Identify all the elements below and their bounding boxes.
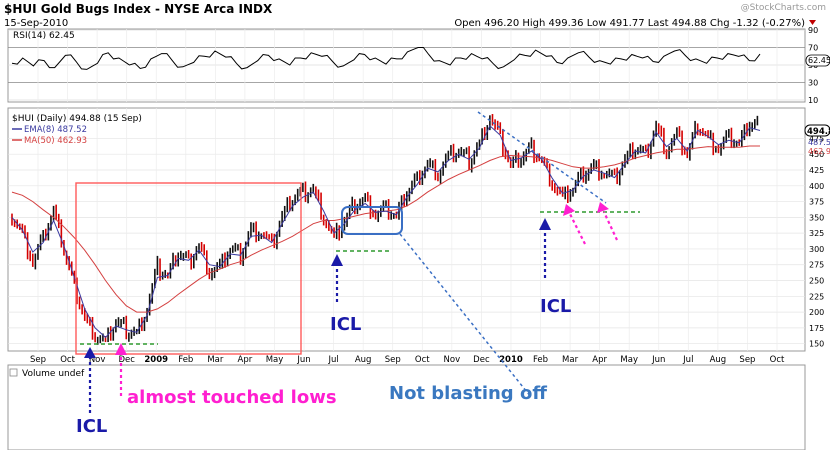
icl-arrow-2-head [331, 254, 343, 266]
x-axis: Sep Oct Nov Dec 2009 Feb Mar Apr May Jun Jul Aug Sep… [30, 355, 785, 365]
x-tick-label: Aug [355, 355, 372, 365]
rsi-grid [8, 29, 805, 102]
price-tick-label: 275 [809, 261, 824, 270]
x-tick-label: Mar [562, 355, 579, 365]
down-triangle-icon [809, 20, 816, 25]
price-tick-label: 350 [809, 213, 824, 222]
volume-panel [7, 364, 806, 450]
rsi-panel [7, 28, 806, 103]
price-tick-label: 425 [809, 166, 824, 175]
price-tick-label: 200 [809, 308, 824, 317]
icl-label-1: ICL [76, 416, 107, 437]
price-tick-label: 175 [809, 324, 824, 333]
x-tick-label: Feb [533, 355, 548, 365]
x-tick-label: Sep [739, 355, 755, 365]
price-tick-label: 375 [809, 198, 824, 207]
downtrend-line [477, 111, 607, 204]
x-tick-label: Oct [415, 355, 430, 365]
x-tick-label: Aug [710, 355, 727, 365]
rsi-tick-label: 70 [808, 44, 818, 53]
blue-note: Not blasting off [389, 383, 547, 404]
rsi-label: RSI(14) 62.45 [13, 31, 75, 41]
x-tick-label: 2010 [499, 355, 523, 365]
x-tick-label: Nov [89, 355, 106, 365]
pink-arrow-2-head [563, 204, 575, 216]
price-tick-label: 450 [809, 150, 824, 159]
x-tick-label: Apr [238, 355, 253, 365]
icl-label-3: ICL [540, 296, 571, 317]
ema-line [11, 124, 761, 339]
rsi-line [11, 47, 761, 70]
x-tick-label: Jun [651, 355, 665, 365]
pink-arrow-3-shaft [603, 211, 618, 241]
volume-collapse-icon[interactable] [9, 368, 18, 377]
rsi-tick-label: 30 [808, 79, 818, 88]
red-highlight-box [75, 182, 302, 355]
legend-ma: MA(50) 462.93 [24, 136, 87, 146]
x-tick-label: May [620, 355, 638, 365]
icl-label-2: ICL [330, 314, 361, 335]
price-grid [8, 108, 805, 351]
watermark: @StockCharts.com [741, 3, 826, 13]
volume-label: Volume undef [22, 369, 85, 379]
rsi-current-badge [805, 54, 830, 67]
pink-arrow-3-head [597, 202, 609, 213]
price-tick-label: 300 [809, 245, 824, 254]
price-tick-label: 250 [809, 277, 824, 286]
chart-date: 15-Sep-2010 [4, 18, 68, 29]
x-tick-label: Jul [682, 355, 693, 365]
callout-line [399, 233, 532, 398]
x-tick-label: Sep [30, 355, 46, 365]
x-tick-label: Sep [385, 355, 401, 365]
price-tick-label: 150 [809, 340, 824, 349]
x-tick-label: Dec [473, 355, 490, 365]
x-tick-label: Nov [444, 355, 461, 365]
x-tick-label: Jul [327, 355, 338, 365]
price-badge-value: 494.88 [807, 127, 830, 137]
legend-hui: $HUI (Daily) 494.88 (15 Sep) [12, 114, 142, 124]
rsi-tick-label: 10 [808, 96, 818, 105]
x-tick-label: Jun [296, 355, 310, 365]
price-badge [804, 124, 830, 137]
icl-arrow-3-head [539, 218, 551, 230]
x-tick-label: Oct [770, 355, 785, 365]
x-tick-label: Feb [178, 355, 193, 365]
consolidation-box [341, 206, 403, 235]
x-tick-label: May [266, 355, 284, 365]
x-tick-label: Mar [207, 355, 224, 365]
price-tick-label: 225 [809, 292, 824, 301]
x-tick-label: Dec [118, 355, 135, 365]
ema-badge-value: 487.52 [808, 138, 830, 147]
x-tick-label: Oct [60, 355, 75, 365]
x-tick-label: 2009 [144, 355, 168, 365]
x-tick-label: Apr [592, 355, 607, 365]
chart-title: $HUI Gold Bugs Index - NYSE Arca INDX [4, 2, 273, 16]
rsi-tick-label: 90 [808, 26, 818, 35]
price-legend: $HUI (Daily) 494.88 (15 Sep) EMA(8) 487.… [12, 114, 142, 146]
price-tick-label: 475 [809, 134, 824, 143]
quote-line: Open 496.20 High 499.36 Low 491.77 Last … [454, 18, 805, 29]
price-tick-label: 325 [809, 229, 824, 238]
annotations: ICL ICL ICL almost touched lows Not blas… [75, 111, 640, 437]
price-axis: 150 175 200 225 250 275 300 325 350 375 400 425 450 4… [809, 134, 824, 348]
pink-arrow-head [115, 343, 127, 355]
rsi-current-value: 62.45 [808, 56, 830, 65]
price-tick-label: 400 [809, 182, 824, 191]
icl-arrow-1-head [84, 347, 96, 358]
price-panel [7, 107, 806, 352]
legend-ema: EMA(8) 487.52 [24, 125, 87, 135]
ma-badge-value: 462.93 [808, 147, 830, 156]
pink-note: almost touched lows [127, 387, 337, 408]
